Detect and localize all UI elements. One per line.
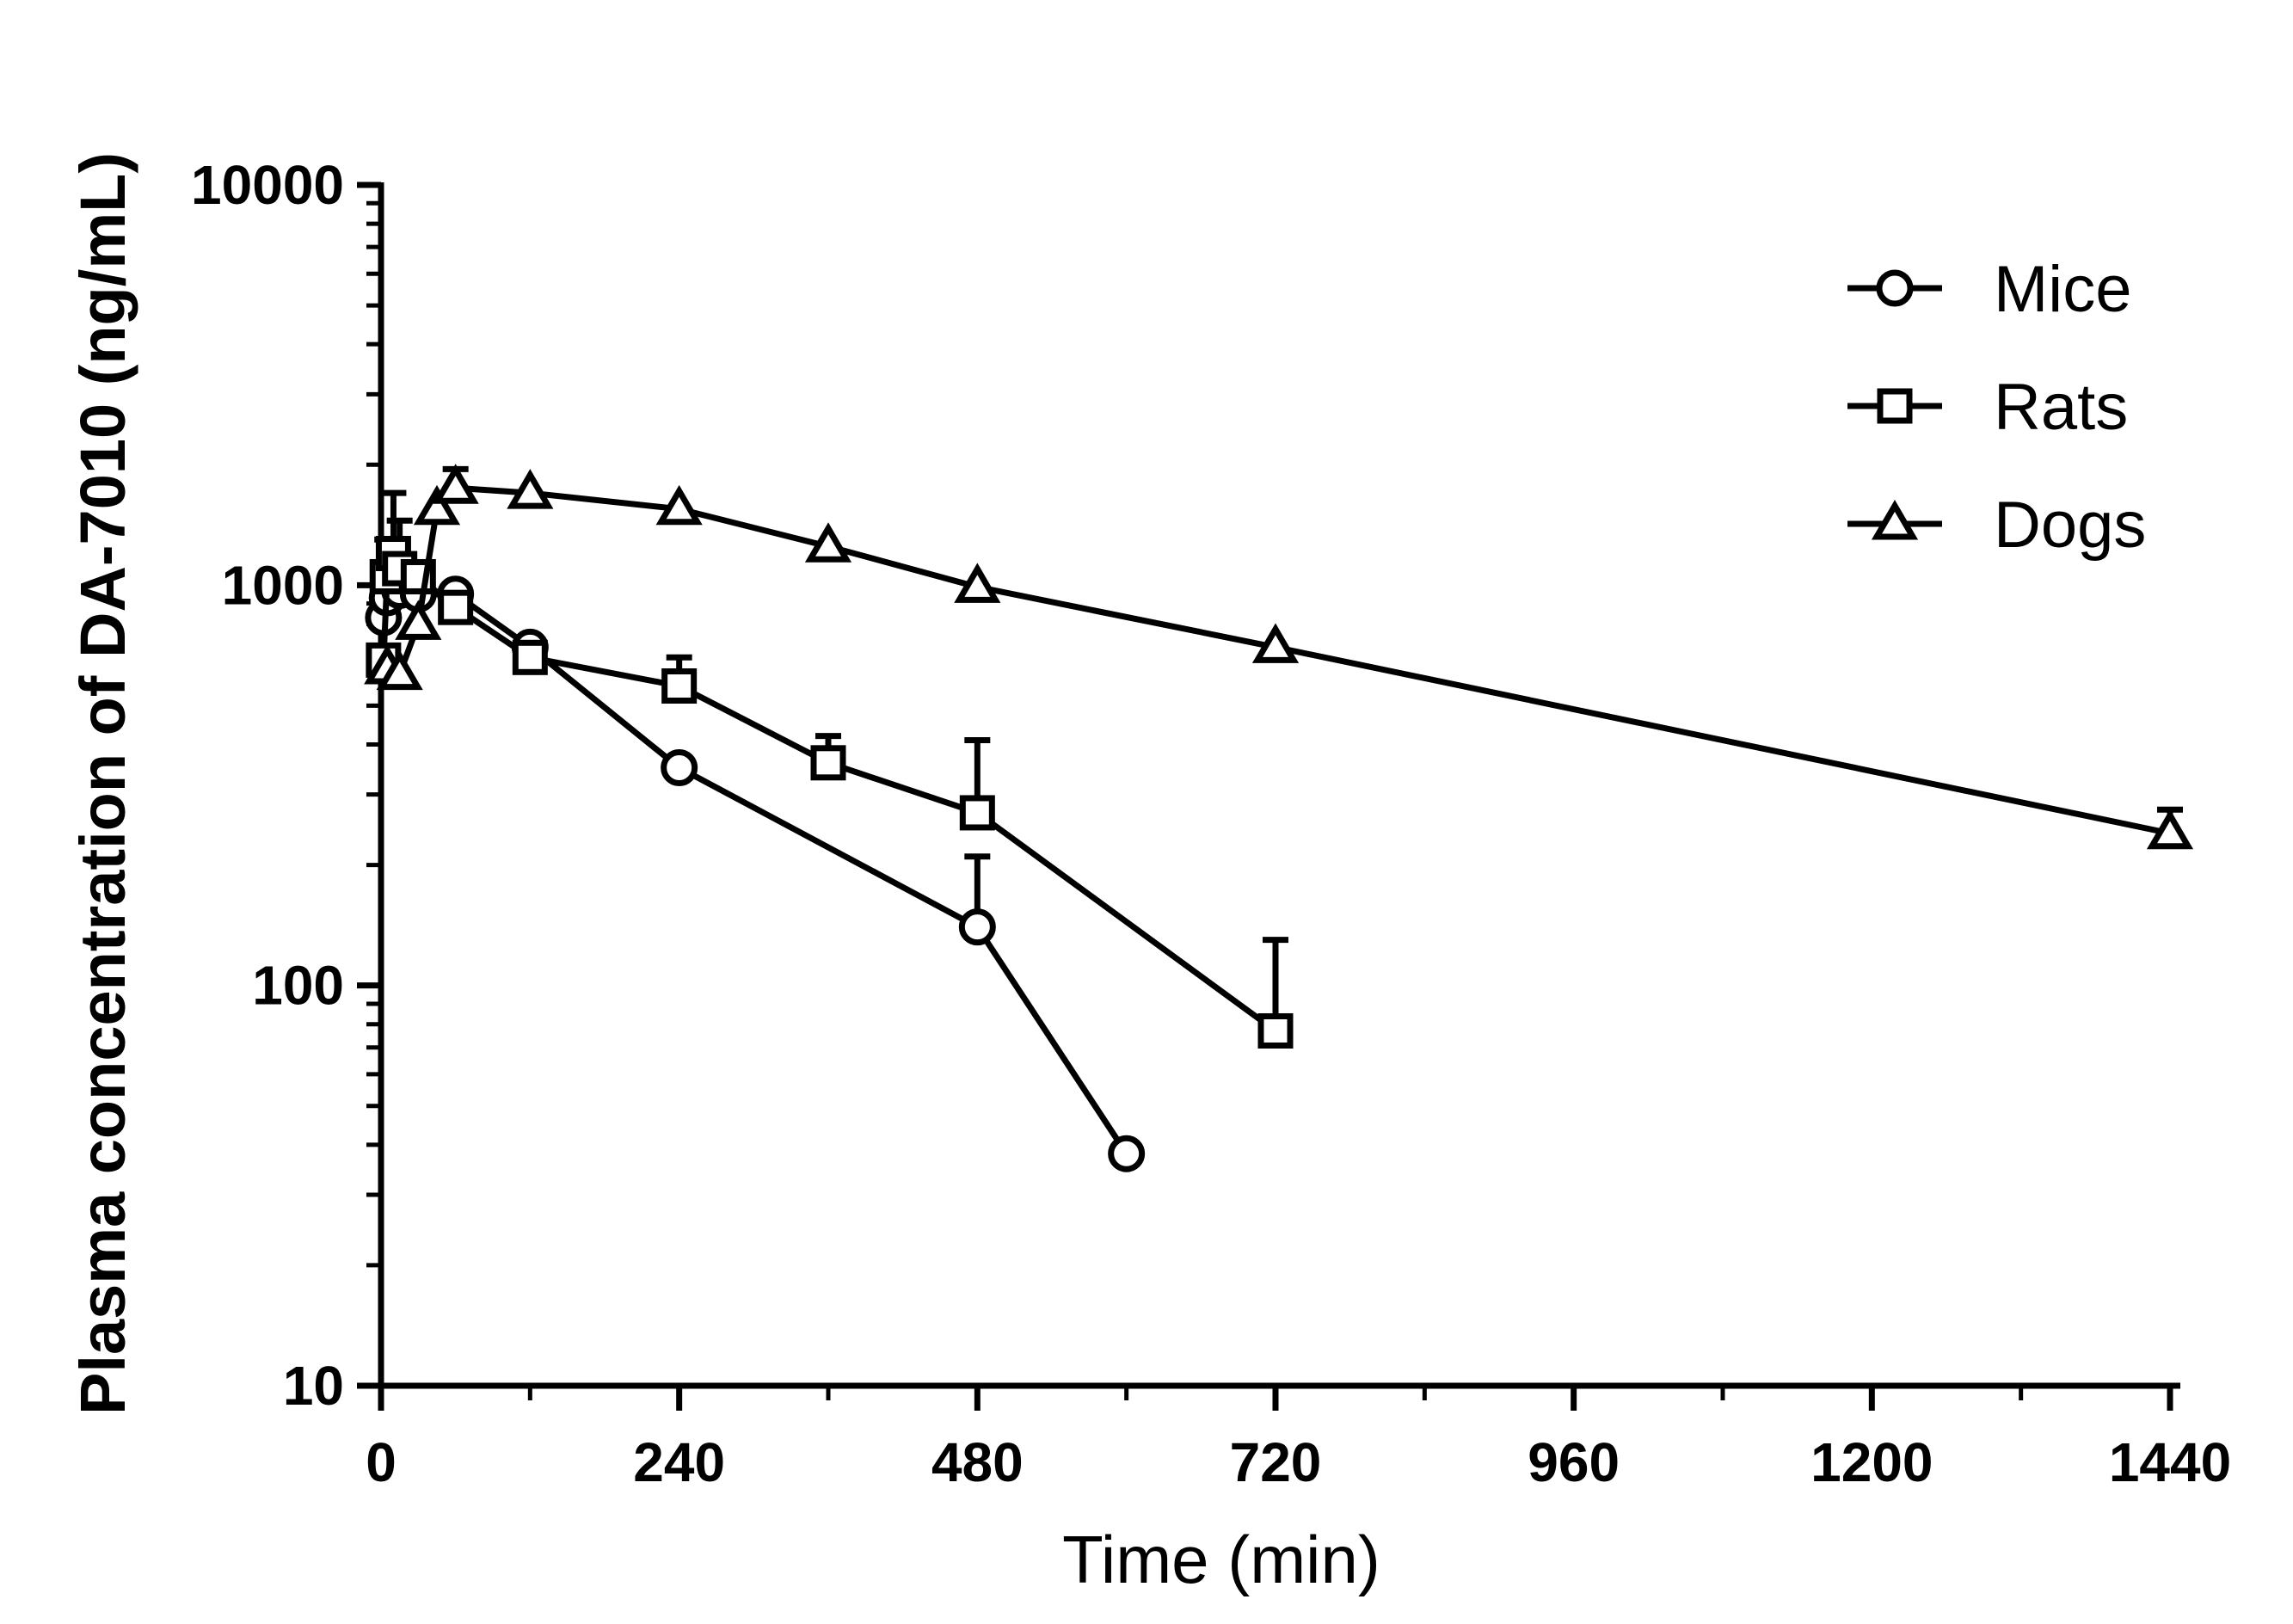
dogs-point bbox=[432, 464, 479, 504]
x-axis-title: Time (min) bbox=[1062, 1522, 1380, 1597]
x-tick-label: 1440 bbox=[2109, 1431, 2231, 1493]
legend-item-rats: Rats bbox=[1847, 371, 2128, 444]
mice-line bbox=[380, 587, 1129, 1156]
dogs-point bbox=[2146, 809, 2194, 850]
dogs-point bbox=[376, 649, 423, 691]
x-tick-label: 0 bbox=[366, 1431, 397, 1493]
mice-point bbox=[958, 908, 996, 946]
legend-item-dogs: Dogs bbox=[1847, 489, 2146, 562]
x-tick-label: 240 bbox=[633, 1431, 725, 1493]
legend: Mice Rats Dogs bbox=[1847, 253, 2146, 562]
dogs-point bbox=[395, 600, 442, 640]
series-layer bbox=[364, 464, 2194, 1172]
rats-line bbox=[380, 550, 1278, 1034]
legend-marker-rats bbox=[1877, 388, 1913, 424]
rats-point bbox=[810, 745, 846, 781]
y-axis-title: Plasma concentration of DA-7010 (ng/mL) bbox=[67, 152, 138, 1415]
dogs-point bbox=[1251, 623, 1300, 663]
rats-point bbox=[661, 668, 698, 704]
legend-label-mice: Mice bbox=[1994, 253, 2131, 326]
legend-label-rats: Rats bbox=[1994, 371, 2128, 444]
x-tick-label: 480 bbox=[931, 1431, 1024, 1493]
rats-point bbox=[959, 795, 995, 831]
rats-point bbox=[512, 639, 548, 675]
y-tick-label: 10000 bbox=[191, 154, 344, 216]
rats-point bbox=[1257, 1012, 1294, 1049]
legend-marker-mice bbox=[1876, 269, 1914, 307]
x-tick-label: 720 bbox=[1230, 1431, 1322, 1493]
legend-marker-dogs bbox=[1871, 500, 1919, 540]
y-tick-label: 10 bbox=[283, 1355, 344, 1417]
series-dogs bbox=[364, 464, 2194, 850]
x-tick-label: 1200 bbox=[1810, 1431, 1933, 1493]
x-tick-label: 960 bbox=[1528, 1431, 1620, 1493]
axes bbox=[378, 182, 2180, 1389]
x-axis-ticks: 0 240 480 720 960 1200 1440 bbox=[366, 1386, 2231, 1493]
legend-item-mice: Mice bbox=[1847, 253, 2131, 326]
dogs-point bbox=[804, 522, 852, 563]
series-rats bbox=[366, 489, 1294, 1049]
y-tick-label: 100 bbox=[252, 955, 344, 1017]
dogs-point bbox=[507, 469, 554, 509]
dogs-point bbox=[413, 484, 461, 526]
mice-point bbox=[1108, 1135, 1146, 1172]
mice-point bbox=[661, 748, 698, 786]
y-axis-ticks: 10 100 1000 10000 bbox=[191, 154, 381, 1417]
series-mice bbox=[365, 571, 1146, 1172]
legend-label-dogs: Dogs bbox=[1994, 489, 2146, 562]
dogs-point bbox=[655, 484, 703, 526]
dogs-point bbox=[954, 563, 1001, 603]
rats-point bbox=[400, 558, 436, 594]
y-tick-label: 1000 bbox=[222, 554, 344, 616]
rats-point bbox=[438, 589, 474, 625]
